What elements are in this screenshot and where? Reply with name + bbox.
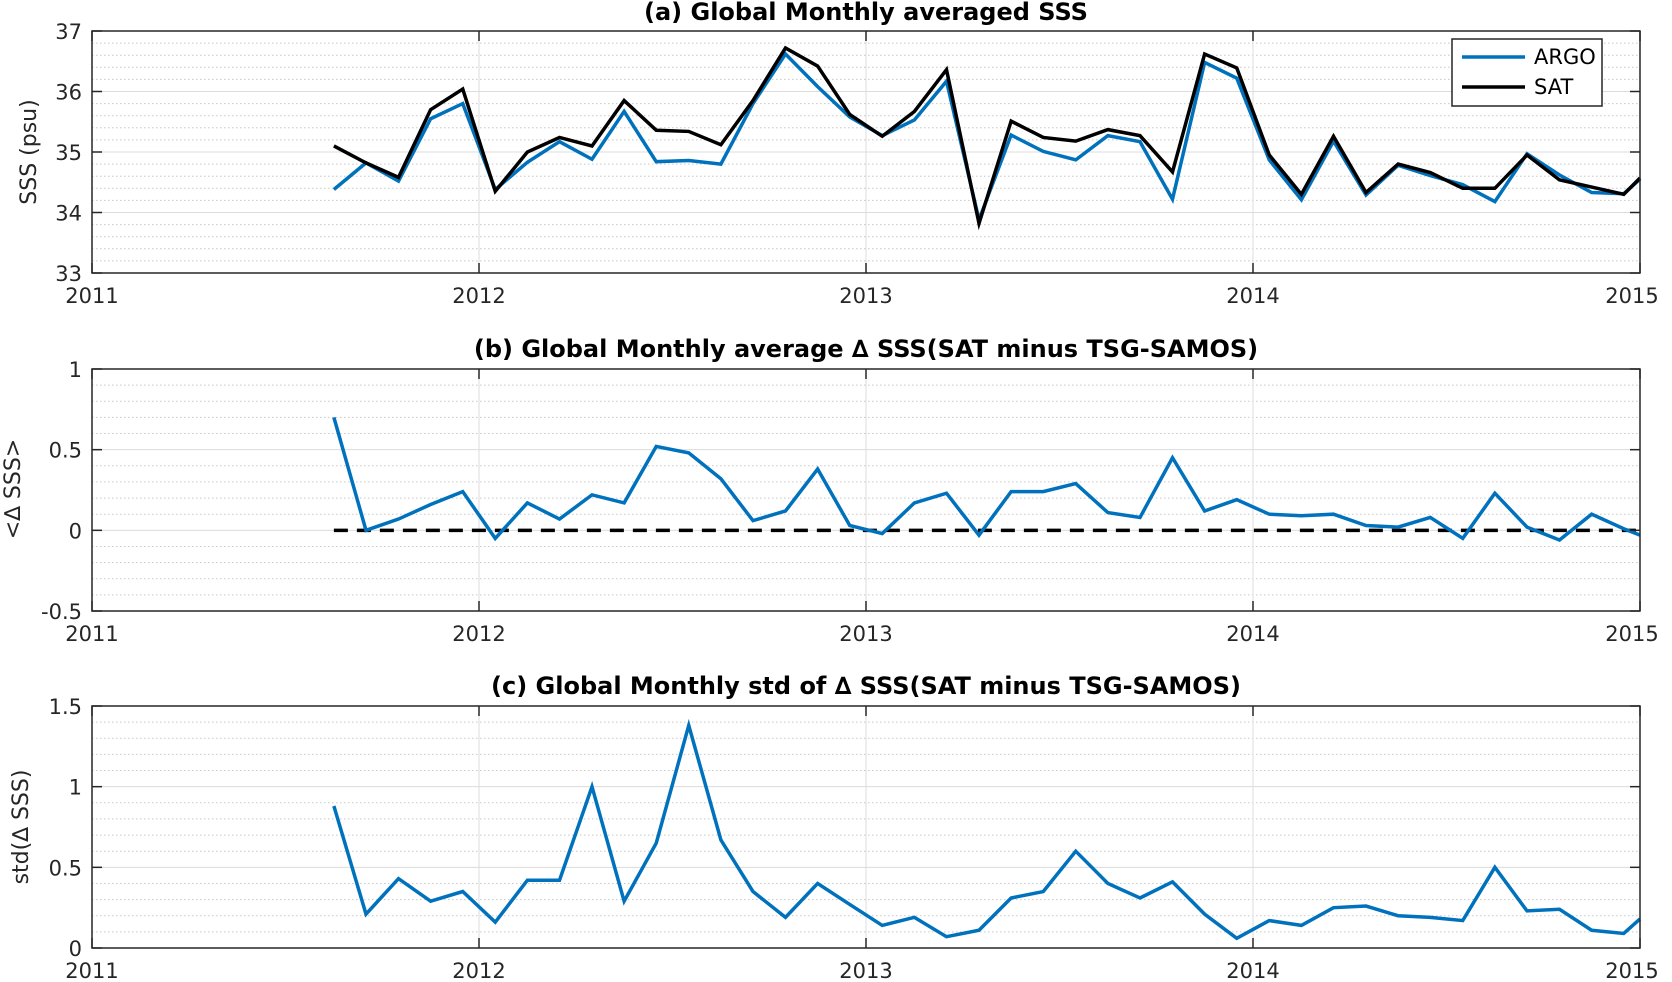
panel-c-xtick-label: 2015 xyxy=(1605,959,1658,982)
panel-a-xtick-label: 2015 xyxy=(1605,284,1658,308)
panel-b-ytick-label: 1 xyxy=(69,358,82,382)
panel-c-series xyxy=(332,718,1642,941)
panel-a-ytick-label: 35 xyxy=(55,141,82,165)
panel-a-sat-line xyxy=(333,45,1642,231)
panel-a: 33 34 35 36 37 2011 2012 2013 2014 2015 (a) Globa… xyxy=(17,0,1659,308)
panel-a-xtick-label: 2011 xyxy=(65,284,118,308)
panel-a-axes: 33 34 35 36 37 2011 2012 2013 2014 2015 xyxy=(55,20,1658,308)
panel-c-ytick-label: 1 xyxy=(69,776,82,800)
panel-a-xtick-label: 2012 xyxy=(452,284,505,308)
panel-c-xtick-label: 2013 xyxy=(839,959,892,982)
panel-b-ytick-label: 0.5 xyxy=(49,439,82,463)
panel-a-series xyxy=(332,45,1642,231)
panel-c-title: (c) Global Monthly std of ∆ SSS(SAT minu… xyxy=(491,672,1241,700)
panel-b-xtick-label: 2012 xyxy=(452,622,505,646)
legend-label-argo: ARGO xyxy=(1534,45,1596,69)
legend: ARGO SAT xyxy=(1451,38,1603,107)
panel-b-ylabel: <∆ SSS> xyxy=(1,439,26,539)
panel-a-ytick-label: 34 xyxy=(55,202,82,226)
panel-b-axes: -0.5 0 0.5 1 2011 2012 2013 2014 2015 xyxy=(41,358,1659,646)
panel-c-ytick-label: 1.5 xyxy=(49,695,82,719)
panel-b-ytick-label: 0 xyxy=(69,519,82,543)
panel-a-ytick-label: 36 xyxy=(55,81,82,105)
panel-c: 0 0.5 1 1.5 2011 2012 2013 2014 2015 (c) Global … xyxy=(9,672,1659,982)
panel-b-series xyxy=(332,416,1641,543)
panel-c-ytick-label: 0 xyxy=(69,937,82,961)
panel-b-series-0-line xyxy=(332,416,1641,543)
panel-c-series-0-line xyxy=(332,718,1642,941)
panel-a-xtick-label: 2013 xyxy=(839,284,892,308)
panel-a-title: (a) Global Monthly averaged SSS xyxy=(644,0,1088,26)
legend-box xyxy=(1451,38,1603,107)
panel-c-axes: 0 0.5 1 1.5 2011 2012 2013 2014 2015 xyxy=(49,695,1659,982)
panel-b-xtick-label: 2011 xyxy=(65,622,118,646)
panel-b-ytick-label: -0.5 xyxy=(41,600,82,624)
panel-b-xtick-label: 2014 xyxy=(1226,622,1279,646)
panel-a-ylabel: SSS (psu) xyxy=(17,99,42,204)
panel-c-xtick-label: 2014 xyxy=(1226,959,1279,982)
panel-b: -0.5 0 0.5 1 2011 2012 2013 2014 2015 (b) Global… xyxy=(1,335,1659,646)
panel-c-ylabel: std(∆ SSS) xyxy=(9,770,34,885)
panel-a-ytick-label: 37 xyxy=(55,20,82,44)
legend-label-sat: SAT xyxy=(1534,75,1573,99)
panel-a-xtick-label: 2014 xyxy=(1226,284,1279,308)
panel-b-xtick-label: 2013 xyxy=(839,622,892,646)
panel-b-title: (b) Global Monthly average ∆ SSS(SAT min… xyxy=(474,335,1258,363)
panel-b-xtick-label: 2015 xyxy=(1605,622,1658,646)
panel-c-ytick-label: 0.5 xyxy=(49,856,82,880)
panel-c-xtick-label: 2011 xyxy=(65,959,118,982)
panel-c-xtick-label: 2012 xyxy=(452,959,505,982)
panel-a-ytick-label: 33 xyxy=(55,262,82,286)
